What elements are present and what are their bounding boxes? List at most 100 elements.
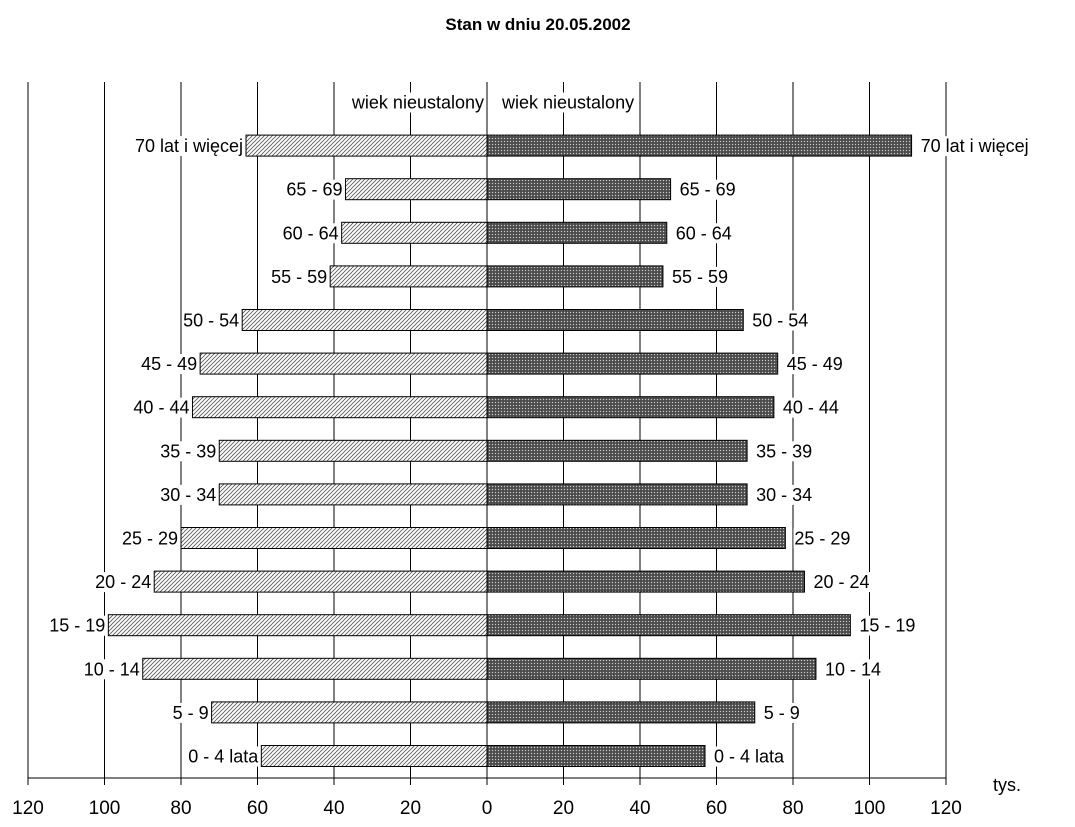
category-label: 65 - 69 — [286, 180, 342, 200]
category-label: 10 - 14 — [825, 659, 881, 679]
category-label-bg — [919, 136, 1030, 157]
category-label-bg — [48, 615, 107, 636]
bar-right — [486, 352, 779, 375]
category-label: wiek nieustalony — [351, 92, 484, 112]
bar-right — [486, 178, 672, 201]
chart-title: Stan w dniu 20.05.2002 — [445, 15, 630, 34]
category-label-bg — [120, 528, 179, 549]
bar-left — [344, 178, 488, 201]
bar-left — [153, 570, 488, 593]
bar-right — [486, 309, 744, 331]
category-label-bg — [755, 441, 814, 462]
category-label: 65 - 69 — [680, 180, 736, 200]
category-label-bg — [755, 484, 814, 505]
category-label-bg — [781, 397, 840, 418]
category-label: 30 - 34 — [160, 485, 216, 505]
category-labels: wiek nieustalony wiek nieustalony 70 lat i… — [48, 92, 1030, 767]
category-label: 55 - 59 — [672, 267, 728, 287]
bar-right — [486, 745, 706, 767]
bar-left — [241, 309, 488, 331]
bar-right — [486, 527, 786, 549]
category-label: 35 - 39 — [160, 441, 216, 461]
bar-right — [486, 657, 817, 680]
category-label: 10 - 14 — [84, 659, 140, 679]
category-label-bg — [823, 659, 882, 680]
category-label: wiek nieustalony — [501, 92, 634, 112]
x-tick-label: 0 — [482, 798, 493, 819]
bar-left — [329, 265, 488, 288]
category-label-bg — [132, 397, 191, 418]
x-tick-label: 40 — [323, 798, 344, 819]
bar-right — [486, 483, 748, 506]
bar-right — [486, 701, 756, 724]
x-tick-label: 100 — [854, 798, 886, 819]
category-label-bg — [82, 659, 141, 680]
category-label: 0 - 4 lata — [714, 746, 785, 766]
bar-left — [180, 527, 488, 549]
x-tick-label: 60 — [247, 798, 268, 819]
category-label-bg — [159, 441, 218, 462]
x-tick-label: 80 — [170, 798, 191, 819]
category-label: 5 - 9 — [173, 703, 209, 723]
category-label: 60 - 64 — [283, 223, 339, 243]
x-tick-label: 20 — [553, 798, 574, 819]
bar-right — [486, 134, 913, 157]
bar-right — [486, 265, 664, 288]
category-label-bg — [94, 572, 153, 593]
category-label-bg — [270, 266, 329, 287]
category-label-bg — [793, 528, 852, 549]
category-label-bg — [762, 702, 801, 723]
category-label: 20 - 24 — [95, 572, 151, 592]
category-label-bg — [133, 136, 245, 157]
bar-left — [245, 134, 488, 157]
bar-right — [486, 570, 805, 593]
category-label-bg — [182, 310, 241, 331]
category-label: 70 lat i więcej — [135, 136, 243, 156]
category-label-bg — [858, 615, 917, 636]
x-tick-label: 40 — [629, 798, 650, 819]
category-label: 30 - 34 — [756, 485, 812, 505]
bar-right — [486, 221, 668, 244]
bar-right — [486, 439, 748, 462]
category-label: 40 - 44 — [133, 398, 189, 418]
bar-left — [218, 439, 488, 462]
category-label-bg — [670, 266, 729, 287]
category-label: 25 - 29 — [794, 528, 850, 548]
category-label-bg — [751, 310, 810, 331]
category-label: 55 - 59 — [271, 267, 327, 287]
category-label-bg — [500, 92, 636, 113]
bar-left — [191, 396, 488, 419]
category-label: 60 - 64 — [676, 223, 732, 243]
category-label-bg — [349, 92, 485, 113]
bar-right — [486, 614, 851, 637]
bar-left — [218, 483, 488, 506]
category-label: 45 - 49 — [141, 354, 197, 374]
x-tick-label: 100 — [89, 798, 121, 819]
category-label: 40 - 44 — [783, 398, 839, 418]
bar-left — [260, 745, 488, 767]
category-label: 5 - 9 — [764, 703, 800, 723]
category-label: 0 - 4 lata — [188, 746, 259, 766]
category-label: 50 - 54 — [183, 310, 239, 330]
category-label-bg — [678, 179, 737, 200]
bar-right — [486, 396, 775, 419]
category-label-bg — [713, 746, 787, 767]
x-tick-label: 60 — [706, 798, 727, 819]
bar-left — [211, 701, 488, 724]
bars — [107, 134, 913, 767]
bar-left — [107, 614, 488, 637]
bar-left — [142, 657, 488, 680]
bar-left — [199, 352, 488, 375]
category-label: 35 - 39 — [756, 441, 812, 461]
category-label-bg — [812, 572, 871, 593]
bar-left — [341, 221, 488, 244]
x-tick-label: 120 — [12, 798, 44, 819]
category-label: 25 - 29 — [122, 528, 178, 548]
x-tick-label: 20 — [400, 798, 421, 819]
category-label-bg — [140, 354, 199, 375]
category-label-bg — [281, 223, 340, 244]
x-axis: 120 100 80 60 40 20 0 20 40 60 80 100 120 — [12, 777, 962, 819]
category-label-bg — [674, 223, 733, 244]
category-label: 50 - 54 — [752, 310, 808, 330]
